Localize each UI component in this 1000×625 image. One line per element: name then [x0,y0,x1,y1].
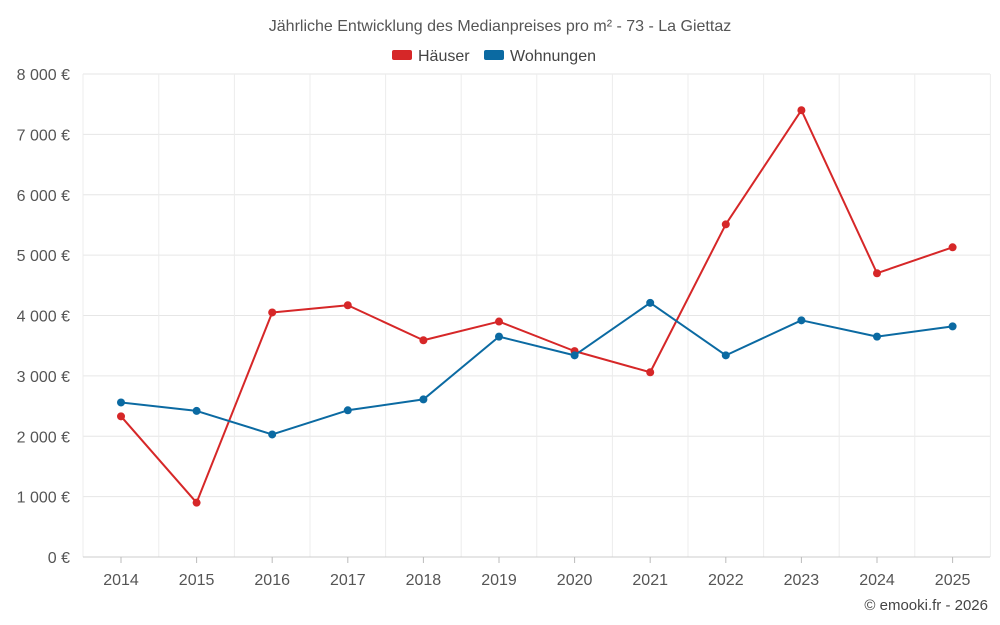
y-tick-label: 0 € [48,550,70,567]
y-tick-label: 5 000 € [17,248,70,265]
series-line-wohnungen [120,301,953,436]
legend-label-wohnungen: Wohnungen [510,48,596,65]
grid [82,73,991,558]
data-point-haeuser[interactable] [873,269,881,278]
y-tick-label: 6 000 € [17,188,70,205]
legend: Häuser Wohnungen [392,48,596,65]
data-point-wohnungen[interactable] [948,322,957,331]
data-point-wohnungen[interactable] [873,332,881,341]
axes: 0 € 1 000 € 2 000 € 3 000 € 4 000 € 5 000 € 6 … [17,67,990,589]
y-tick-label: 8 000 € [17,67,70,84]
legend-item-wohnungen[interactable]: Wohnungen [484,48,596,65]
data-point-wohnungen[interactable] [192,406,201,415]
series-wohnungen [117,298,957,439]
y-tick-label: 1 000 € [17,490,70,507]
data-point-haeuser[interactable] [948,243,957,252]
credit-text: © emooki.fr - 2026 [864,597,988,614]
legend-swatch-haeuser [392,50,412,60]
x-tick-label: 2019 [481,572,517,589]
x-tick-label: 2015 [179,572,215,589]
x-tick-label: 2024 [859,572,895,589]
x-tick-label: 2020 [557,572,593,589]
data-point-haeuser[interactable] [268,308,277,317]
data-point-wohnungen[interactable] [646,298,655,307]
data-point-wohnungen[interactable] [495,332,503,341]
legend-label-haeuser: Häuser [418,48,470,65]
y-tick-label: 2 000 € [17,429,70,446]
x-tick-label: 2025 [935,572,971,589]
data-point-wohnungen[interactable] [797,316,806,325]
data-point-haeuser[interactable] [117,412,125,421]
x-tick-label: 2014 [103,572,139,589]
x-tick-label: 2018 [406,572,442,589]
legend-item-haeuser[interactable]: Häuser [392,48,470,65]
x-tick-label: 2021 [632,572,668,589]
chart-title: Jährliche Entwicklung des Medianpreises … [269,18,731,35]
data-point-wohnungen[interactable] [721,351,730,360]
data-point-haeuser[interactable] [721,220,730,229]
data-point-wohnungen[interactable] [117,398,125,407]
data-point-wohnungen[interactable] [419,395,428,404]
y-tick-label: 4 000 € [17,309,70,326]
data-point-haeuser[interactable] [646,368,655,377]
data-point-haeuser[interactable] [495,317,503,326]
y-tick-label: 3 000 € [17,369,70,386]
series-haeuser [117,106,957,507]
x-tick-label: 2017 [330,572,366,589]
x-tick-label: 2023 [784,572,820,589]
series-line-haeuser [120,109,953,504]
x-tick-label: 2016 [254,572,290,589]
x-tick-label: 2022 [708,572,744,589]
data-point-haeuser[interactable] [797,106,806,115]
data-point-wohnungen[interactable] [268,430,277,439]
data-point-wohnungen[interactable] [343,406,352,415]
legend-swatch-wohnungen [484,50,504,60]
series-layer [117,106,957,507]
data-point-haeuser[interactable] [343,301,352,310]
y-tick-label: 7 000 € [17,127,70,144]
data-point-wohnungen[interactable] [570,351,579,360]
data-point-haeuser[interactable] [419,336,428,345]
data-point-haeuser[interactable] [192,498,201,507]
